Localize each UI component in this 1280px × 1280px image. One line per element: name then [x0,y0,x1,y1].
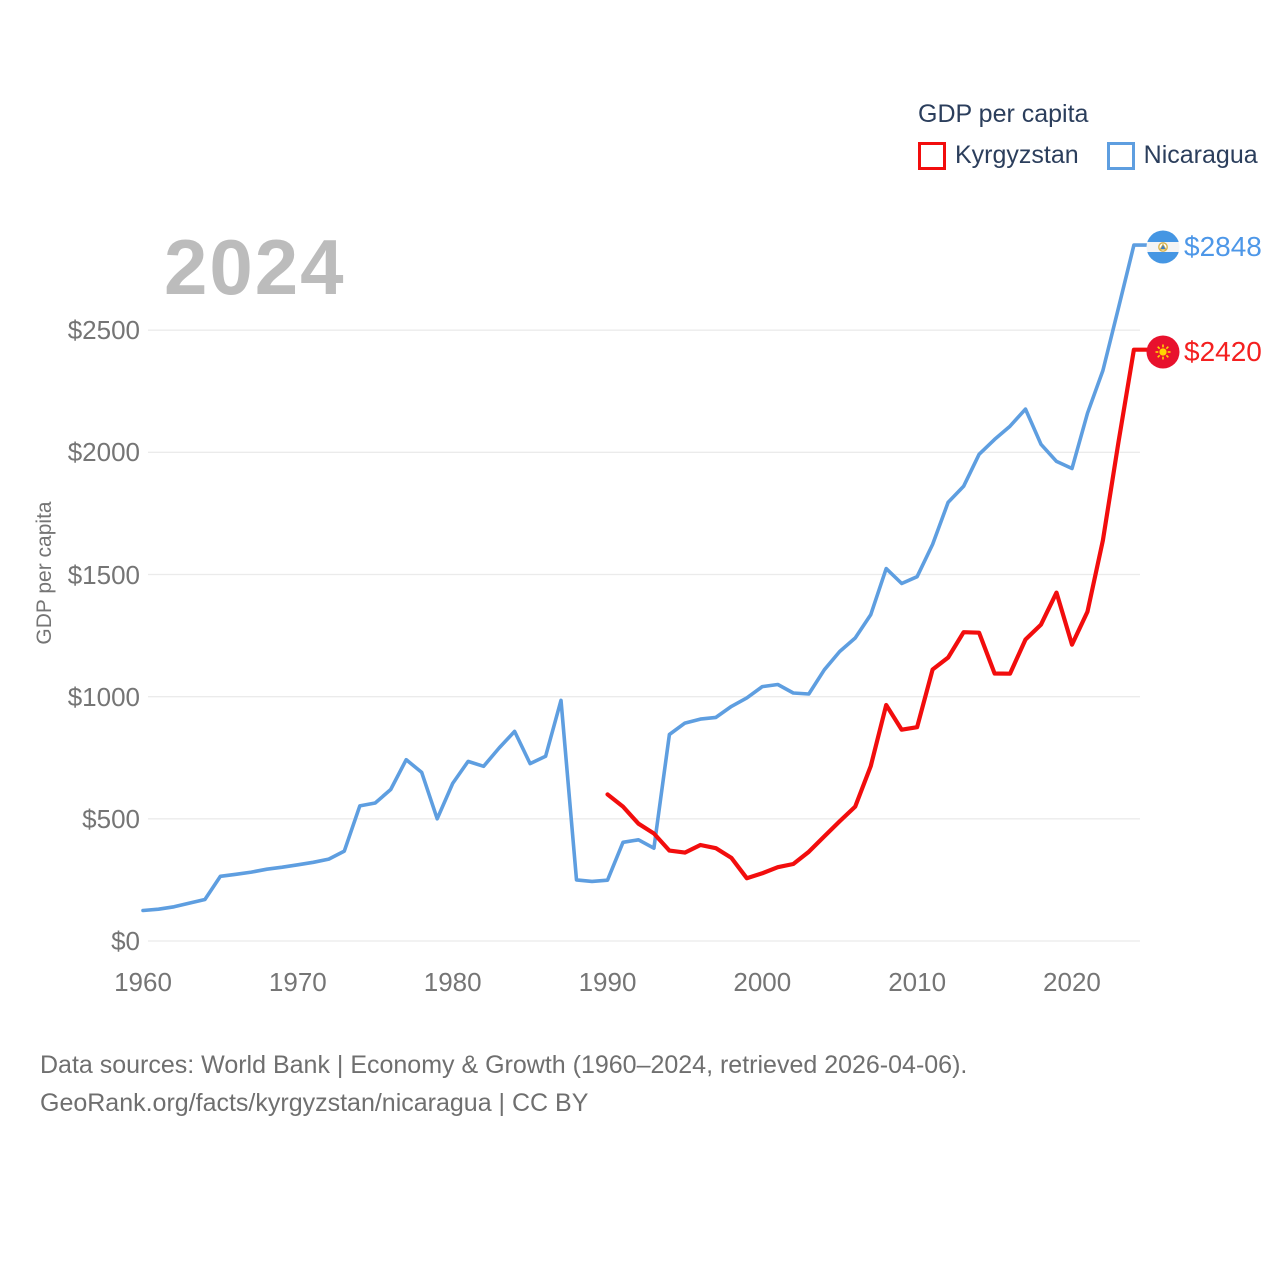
kyrgyzstan-swatch-icon [918,141,946,170]
legend-title: GDP per capita [918,100,1089,128]
footer-attribution: GeoRank.org/facts/kyrgyzstan/nicaragua |… [40,1089,589,1117]
y-tick-label: $1500 [67,559,140,590]
legend-item-nicaragua[interactable]: Nicaragua [1106,141,1258,170]
kyrgyzstan-end-value: $2420 [1184,336,1262,367]
legend-label-kyrgyzstan: Kyrgyzstan [955,141,1079,169]
y-tick-label: $500 [82,803,140,834]
nicaragua-flag-icon [1146,230,1180,264]
legend-label-nicaragua: Nicaragua [1143,141,1258,169]
series-line-nicaragua[interactable] [141,243,1149,913]
footer-data-sources: Data sources: World Bank | Economy & Gro… [40,1051,968,1079]
x-tick-label: 2000 [733,967,792,997]
legend-item-kyrgyzstan[interactable]: Kyrgyzstan [918,141,1079,170]
watermark-year: 2024 [164,223,346,311]
y-tick-label: $2000 [67,437,140,468]
nicaragua-end-value: $2848 [1184,231,1262,262]
kyrgyzstan-flag-icon [1146,335,1180,369]
y-tick-label: $2500 [67,315,140,346]
x-tick-label: 1990 [578,967,637,997]
x-tick-label: 1960 [114,967,172,997]
nicaragua-swatch-icon [1106,141,1135,170]
y-tick-label: $0 [111,926,140,956]
y-tick-label: $1000 [67,681,140,712]
x-tick-label: 2010 [888,967,947,997]
x-tick-label: 1970 [268,967,327,997]
series-line-kyrgyzstan[interactable] [605,347,1150,881]
x-tick-label: 2020 [1043,967,1101,997]
legend: GDP per capita Kyrgyzstan Nicaragua [918,100,1258,170]
legend-items: Kyrgyzstan Nicaragua [918,141,1258,170]
x-tick-label: 1980 [423,967,482,997]
